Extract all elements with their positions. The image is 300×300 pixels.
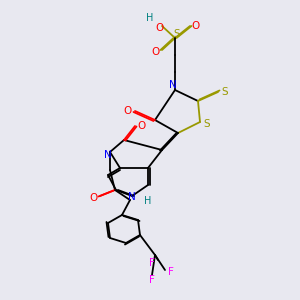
Text: F: F [149, 275, 155, 285]
Text: F: F [168, 267, 174, 277]
Text: O: O [89, 193, 97, 203]
Text: H: H [144, 196, 152, 206]
Text: O: O [152, 47, 160, 57]
Text: S: S [222, 87, 228, 97]
Text: S: S [204, 119, 210, 129]
Text: O: O [137, 121, 145, 131]
Text: O: O [192, 21, 200, 31]
Text: S: S [174, 29, 180, 39]
Text: H: H [146, 13, 154, 23]
Text: F: F [149, 258, 155, 268]
Text: N: N [169, 80, 177, 90]
Text: O: O [156, 23, 164, 33]
Text: O: O [124, 106, 132, 116]
Text: N: N [104, 150, 112, 160]
Text: N: N [128, 192, 136, 202]
